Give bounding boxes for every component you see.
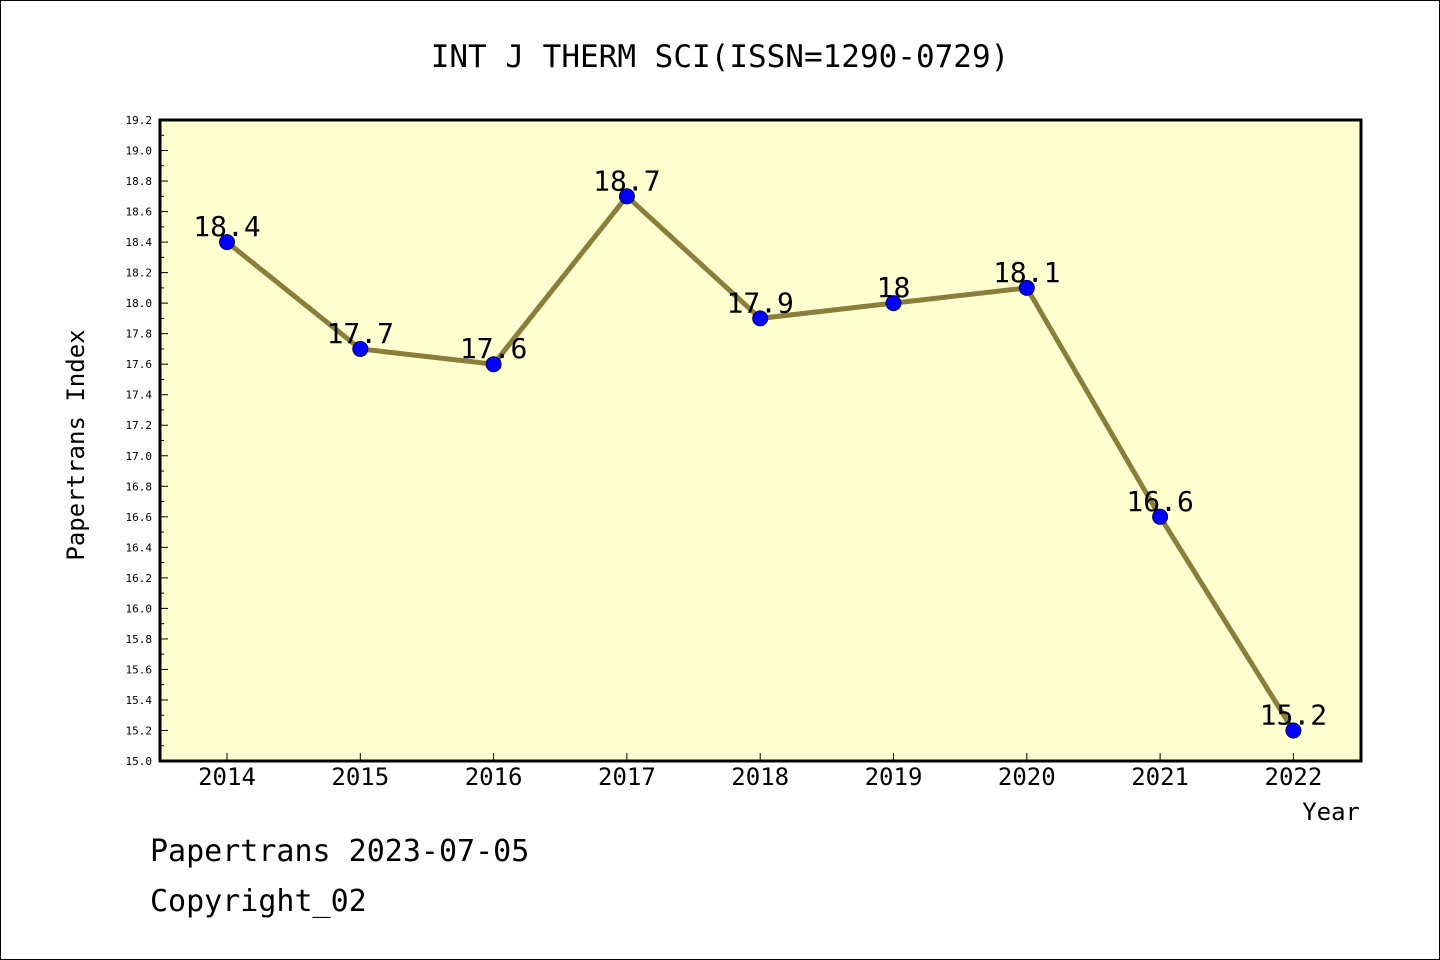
x-axis-label: Year	[1302, 798, 1360, 826]
y-tick-label: 17.4	[126, 389, 153, 402]
data-point	[1152, 508, 1169, 525]
data-point	[1285, 722, 1302, 739]
y-axis: 15.0 15.2 15.4 15.6 15.8 16.0 16.2 16.4 16.6 16.8…	[126, 114, 168, 768]
data-point	[1018, 279, 1035, 296]
data-point	[885, 295, 902, 312]
y-tick-label: 18.0	[126, 297, 153, 310]
y-axis-label: Papertrans Index	[62, 329, 90, 560]
data-label: 18.7	[593, 164, 660, 197]
data-label: 15.2	[1260, 698, 1327, 731]
data-point	[618, 188, 635, 205]
x-tick-label: 2015	[331, 763, 389, 791]
data-label: 18	[877, 271, 911, 304]
y-tick-label: 16.0	[126, 602, 153, 615]
y-tick-label: 18.2	[126, 267, 153, 280]
x-tick-label: 2014	[198, 763, 256, 791]
series-1: 18.4 17.7 17.6 18.7 17.9 18 18.1 16.6 15.2	[193, 164, 1327, 739]
data-label: 17.9	[726, 286, 793, 319]
y-tick-label: 18.8	[126, 175, 153, 188]
data-point	[752, 310, 769, 327]
y-tick-label: 16.8	[126, 480, 153, 493]
y-tick-label: 15.8	[126, 633, 153, 646]
data-point	[352, 340, 369, 357]
x-tick-label: 2022	[1265, 763, 1323, 791]
data-point	[485, 356, 502, 373]
y-tick-label: 15.6	[126, 663, 153, 676]
y-tick-label: 17.2	[126, 419, 153, 432]
footer-copyright: Copyright_02	[150, 884, 367, 919]
data-point	[219, 234, 235, 251]
data-label: 18.1	[993, 256, 1060, 289]
y-tick-label: 17.0	[126, 450, 153, 463]
x-tick-label: 2021	[1131, 763, 1189, 791]
data-label: 17.7	[327, 317, 394, 350]
y-tick-label: 18.4	[126, 236, 153, 249]
y-tick-label: 16.4	[126, 541, 153, 554]
data-label: 18.4	[193, 210, 260, 243]
x-tick-label: 2020	[998, 763, 1056, 791]
y-tick-label: 16.2	[126, 572, 153, 585]
y-tick-label: 15.4	[126, 694, 153, 707]
y-tick-label: 17.6	[126, 358, 153, 371]
x-tick-label: 2018	[731, 763, 789, 791]
x-tick-label: 2017	[598, 763, 656, 791]
x-axis: 2014 2015 2016 2017 2018 2019 2020 2021 2022	[198, 753, 1322, 791]
y-tick-label: 16.6	[126, 511, 153, 524]
data-label: 17.6	[460, 332, 527, 365]
y-tick-label: 15.2	[126, 724, 153, 737]
y-tick-label: 17.8	[126, 328, 153, 341]
footer-date: Papertrans 2023-07-05	[150, 834, 530, 869]
data-label: 16.6	[1126, 485, 1193, 518]
x-tick-label: 2016	[465, 763, 523, 791]
y-tick-label: 19.2	[126, 114, 153, 127]
y-tick-label: 18.6	[126, 206, 153, 219]
chart-title: INT J THERM SCI(ISSN=1290-0729)	[431, 39, 1010, 75]
y-tick-label: 15.0	[126, 755, 153, 768]
x-tick-label: 2019	[865, 763, 923, 791]
plot-area	[158, 118, 1363, 763]
y-tick-label: 19.0	[126, 145, 153, 158]
